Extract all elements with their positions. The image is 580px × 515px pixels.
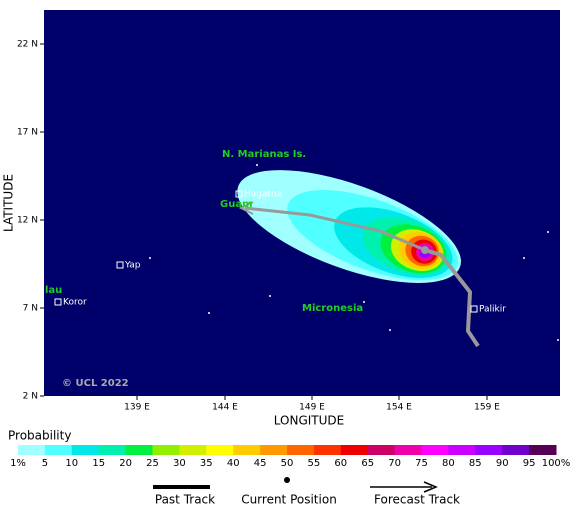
forecast-track bbox=[244, 206, 426, 252]
key-label: Past Track bbox=[155, 493, 215, 507]
legend-swatch bbox=[98, 445, 127, 455]
current-position-key bbox=[284, 477, 290, 483]
x-axis-label: LONGITUDE bbox=[274, 414, 344, 428]
place-label: Hagatna bbox=[244, 190, 282, 200]
marker bbox=[470, 305, 478, 313]
current-position bbox=[421, 246, 429, 254]
legend-swatch bbox=[18, 445, 46, 455]
legend-swatch bbox=[125, 445, 153, 455]
place-label: Koror bbox=[63, 298, 87, 308]
legend-label: 30 bbox=[173, 458, 186, 469]
legend-swatch bbox=[502, 445, 530, 455]
legend-label: 10 bbox=[65, 458, 78, 469]
place-label: Yap bbox=[124, 261, 141, 271]
legend-label: 45 bbox=[254, 458, 267, 469]
region-label: Micronesia bbox=[302, 303, 363, 314]
legend-swatch bbox=[448, 445, 476, 455]
y-tick-label: 12 N bbox=[17, 216, 38, 226]
legend-swatch bbox=[233, 445, 261, 455]
place-label: Palikir bbox=[479, 305, 506, 315]
legend-title: Probability bbox=[8, 429, 71, 443]
legend-swatch bbox=[152, 445, 180, 455]
legend-label: 80 bbox=[442, 458, 455, 469]
legend-label: 55 bbox=[308, 458, 321, 469]
legend-label: 90 bbox=[496, 458, 509, 469]
copyright: © UCL 2022 bbox=[62, 378, 129, 389]
region-label: N. Marianas Is. bbox=[222, 149, 306, 160]
marker bbox=[54, 298, 62, 306]
legend-label: 1% bbox=[10, 458, 26, 469]
forecast-arrow-key bbox=[423, 481, 438, 493]
key-label: Forecast Track bbox=[374, 493, 460, 507]
legend-label: 25 bbox=[146, 458, 159, 469]
legend-label: 95 bbox=[523, 458, 536, 469]
y-axis-label: LATITUDE bbox=[2, 174, 16, 232]
legend-label: 15 bbox=[92, 458, 105, 469]
legend-swatch bbox=[44, 445, 73, 455]
forecast-arrow bbox=[238, 201, 254, 215]
y-tick-label: 17 N bbox=[17, 128, 38, 138]
legend-swatch bbox=[475, 445, 503, 455]
legend-swatch bbox=[206, 445, 234, 455]
x-tick-label: 139 E bbox=[124, 403, 150, 413]
legend-label: 70 bbox=[388, 458, 401, 469]
past-track bbox=[424, 248, 480, 348]
x-tick-label: 144 E bbox=[212, 403, 238, 413]
region-label: lau bbox=[45, 285, 62, 296]
marker bbox=[235, 190, 243, 198]
legend-swatch bbox=[529, 445, 557, 455]
legend-swatch bbox=[340, 445, 369, 455]
legend-label: 40 bbox=[227, 458, 240, 469]
y-tick-label: 7 N bbox=[23, 304, 38, 314]
legend-label: 35 bbox=[200, 458, 213, 469]
region-label: Guam bbox=[220, 199, 253, 210]
legend-label: 20 bbox=[119, 458, 132, 469]
x-tick-label: 149 E bbox=[299, 403, 325, 413]
x-tick-label: 159 E bbox=[474, 403, 500, 413]
legend-label: 100% bbox=[542, 458, 571, 469]
legend-swatch bbox=[394, 445, 422, 455]
x-tick-label: 154 E bbox=[386, 403, 412, 413]
legend-swatch bbox=[179, 445, 207, 455]
legend-label: 5 bbox=[42, 458, 48, 469]
y-tick-label: 22 N bbox=[17, 40, 38, 50]
legend-label: 50 bbox=[281, 458, 294, 469]
legend-swatch bbox=[287, 445, 315, 455]
legend-label: 85 bbox=[469, 458, 482, 469]
legend-swatch bbox=[313, 445, 342, 455]
legend-swatch bbox=[421, 445, 449, 455]
legend-swatch bbox=[71, 445, 100, 455]
legend-label: 60 bbox=[334, 458, 347, 469]
legend-label: 75 bbox=[415, 458, 428, 469]
key-label: Current Position bbox=[241, 493, 337, 507]
legend-swatch bbox=[367, 445, 396, 455]
marker bbox=[116, 261, 124, 269]
legend-swatch bbox=[260, 445, 288, 455]
y-tick-label: 2 N bbox=[23, 392, 38, 402]
islands bbox=[149, 164, 559, 341]
probability-swath bbox=[237, 170, 461, 283]
legend-label: 65 bbox=[361, 458, 374, 469]
